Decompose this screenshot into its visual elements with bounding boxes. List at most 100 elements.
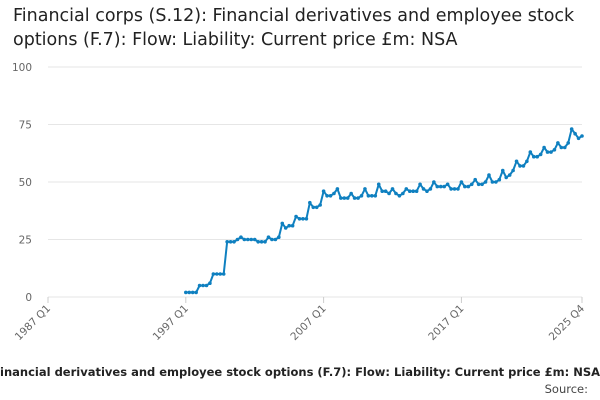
series-points (184, 127, 584, 295)
data-point (442, 184, 446, 189)
data-point (397, 194, 402, 198)
data-point (211, 272, 216, 276)
y-tick-label: 25 (19, 235, 32, 247)
data-point (549, 150, 553, 154)
data-point (531, 154, 536, 159)
data-point (308, 200, 312, 205)
data-point (349, 191, 353, 196)
data-point (480, 182, 484, 187)
data-point (432, 180, 436, 184)
data-point (335, 187, 340, 191)
data-point (445, 182, 450, 187)
data-point (473, 177, 478, 182)
data-point (356, 196, 360, 200)
chart-title: Financial corps (S.12): Financial deriva… (13, 6, 575, 50)
data-point (190, 290, 195, 295)
data-point (246, 237, 250, 242)
data-point (187, 290, 192, 295)
data-point (425, 189, 429, 193)
data-point (545, 150, 550, 154)
data-point (494, 180, 498, 184)
footer-series-label: Financial corps (S.12): Financial deriva… (0, 365, 600, 379)
data-point (487, 173, 491, 177)
data-point (270, 237, 274, 242)
data-point (483, 180, 488, 184)
data-point (259, 240, 264, 244)
x-tick-label: 2007 Q1 (288, 303, 328, 343)
data-point (256, 240, 260, 244)
data-point (204, 283, 209, 288)
data-point (559, 145, 564, 150)
data-point (325, 194, 329, 198)
data-point (235, 237, 240, 242)
data-point (373, 194, 378, 198)
data-point (580, 134, 584, 138)
data-point (294, 214, 298, 219)
data-point (500, 168, 505, 173)
data-point (342, 196, 347, 200)
data-point (404, 187, 409, 191)
data-point (304, 217, 309, 221)
data-point (428, 187, 433, 191)
data-point (332, 191, 336, 196)
footer-source-label: Source: (544, 382, 588, 396)
data-point (215, 272, 219, 276)
y-tick-label: 100 (12, 62, 32, 74)
data-point (201, 283, 205, 288)
data-point (370, 194, 374, 198)
data-point (435, 184, 440, 189)
data-point (287, 223, 291, 228)
data-point (266, 235, 271, 239)
gridlines (48, 66, 582, 298)
data-point (376, 182, 381, 187)
data-point (263, 240, 267, 244)
data-point (407, 189, 412, 193)
data-point (345, 196, 350, 200)
y-tick-label: 50 (19, 177, 32, 189)
data-point (401, 191, 405, 196)
data-point (197, 283, 202, 288)
x-tick-label: 1987 Q1 (13, 303, 53, 343)
data-point (449, 187, 453, 191)
data-point (476, 182, 481, 187)
data-point (184, 290, 188, 295)
data-point (507, 173, 512, 177)
data-point (221, 272, 226, 276)
data-point (459, 180, 464, 184)
data-point (538, 152, 543, 157)
data-point (566, 141, 571, 145)
data-point (280, 221, 285, 226)
data-point (314, 205, 319, 210)
data-point (363, 187, 367, 191)
data-point (366, 194, 371, 198)
data-point (394, 191, 398, 196)
data-point (421, 187, 426, 191)
data-point (556, 141, 560, 145)
data-point (552, 148, 557, 152)
data-point (573, 131, 577, 136)
data-point (504, 175, 509, 180)
data-point (418, 182, 422, 187)
data-point (208, 281, 212, 286)
data-point (321, 189, 326, 193)
data-point (383, 189, 388, 193)
data-point (218, 272, 223, 276)
data-point (225, 240, 229, 244)
data-point (252, 237, 257, 242)
x-axis-ticks: 1987 Q1 1997 Q1 2007 Q1 2017 Q1 2025 Q4 (13, 297, 588, 343)
data-point (277, 235, 281, 239)
data-point (414, 189, 419, 193)
data-point (521, 164, 526, 168)
data-point (297, 217, 302, 221)
data-point (469, 182, 474, 187)
data-point (339, 196, 343, 200)
data-point (228, 240, 233, 244)
data-point (239, 235, 243, 239)
data-point (290, 223, 295, 228)
x-tick-label: 2025 Q4 (547, 302, 588, 343)
data-point (514, 159, 519, 164)
data-point (466, 184, 471, 189)
y-tick-label: 0 (25, 292, 32, 304)
data-point (359, 194, 364, 198)
